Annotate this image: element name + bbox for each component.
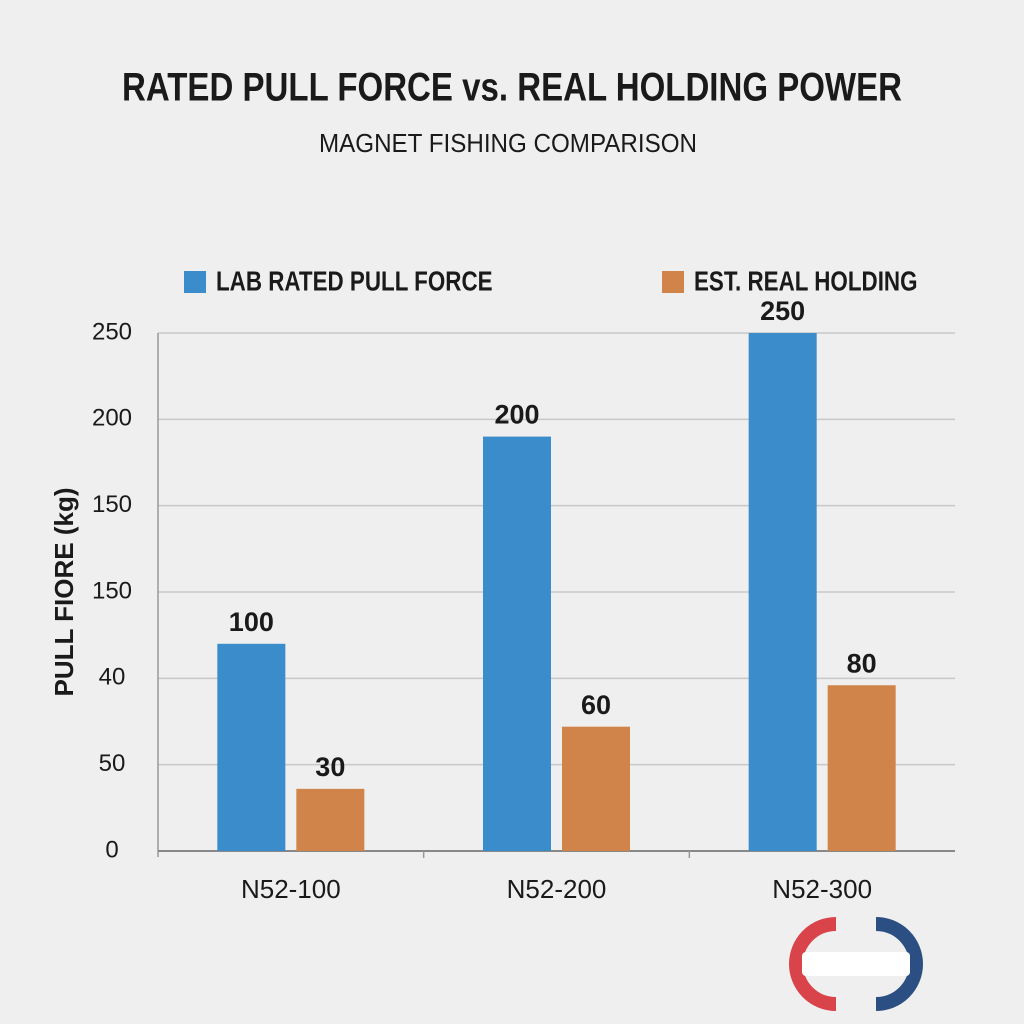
legend-label: LAB RATED PULL FORCE	[216, 266, 493, 297]
bar	[562, 726, 630, 851]
legend-swatch	[662, 271, 684, 293]
bar	[748, 333, 817, 851]
y-axis-label: PULL FIORE (kg)	[49, 488, 79, 697]
y-tick-label: 250	[92, 318, 132, 345]
y-tick-label: 150	[92, 577, 132, 604]
value-label: 60	[581, 690, 611, 720]
bar	[296, 788, 365, 851]
chart-title: RATED PULL FORCE vs. REAL HOLDING POWER	[122, 66, 902, 110]
logo-shape	[875, 917, 923, 1011]
y-tick-label: 50	[99, 750, 126, 777]
value-label: 200	[494, 400, 539, 430]
bar	[827, 685, 896, 851]
logo-badge	[802, 952, 910, 976]
value-label: 30	[315, 752, 345, 782]
legend-swatch	[184, 271, 206, 293]
bar	[483, 436, 551, 851]
y-tick-label: 40	[99, 664, 126, 691]
logo	[789, 917, 923, 1011]
legend-label: EST. REAL HOLDING	[694, 266, 918, 297]
bar	[217, 643, 286, 851]
logo-shape	[789, 917, 837, 1011]
value-label: 100	[229, 607, 274, 637]
chart-subtitle: MAGNET FISHING COMPARISON	[319, 128, 697, 158]
x-tick-label: N52-100	[241, 874, 341, 904]
value-label: 250	[760, 296, 805, 326]
y-tick-label: 150	[92, 491, 132, 518]
y-tick-label: 0	[105, 836, 118, 863]
value-label: 80	[847, 648, 877, 678]
y-tick-label: 200	[92, 405, 132, 432]
x-tick-label: N52-300	[772, 874, 872, 904]
x-tick-label: N52-200	[507, 874, 607, 904]
